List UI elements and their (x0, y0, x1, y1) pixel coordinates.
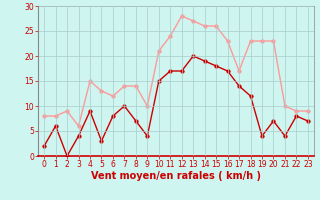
X-axis label: Vent moyen/en rafales ( km/h ): Vent moyen/en rafales ( km/h ) (91, 171, 261, 181)
